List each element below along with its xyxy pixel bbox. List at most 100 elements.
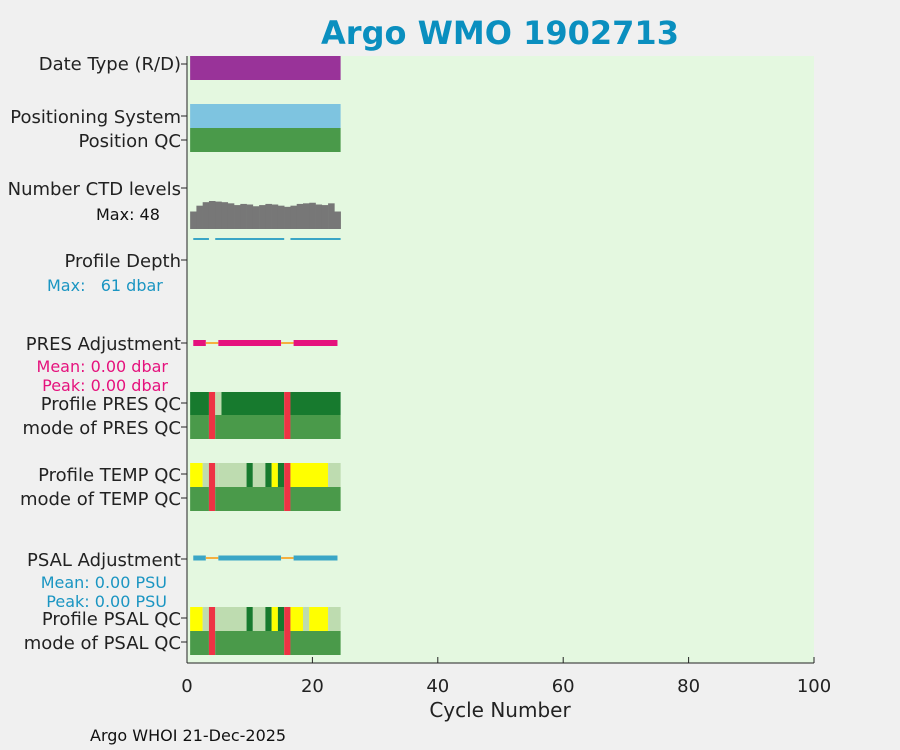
plot-area	[187, 56, 814, 663]
profile-psal-qc-segment-2	[208, 607, 216, 631]
profile-psal-qc-segment-0	[190, 607, 203, 631]
ctd-level-bar-13	[265, 203, 272, 229]
x-tick-label-100: 100	[797, 676, 831, 697]
ctd-level-bar-10	[246, 204, 254, 229]
profile-temp-qc-segment-10	[284, 463, 291, 487]
profile-temp-qc-segment-7	[265, 463, 272, 487]
adjustment-lines	[193, 238, 341, 561]
profile-psal-qc-segment-12	[309, 607, 329, 631]
x-tick-label-0: 0	[181, 676, 192, 697]
row-labels: Date Type (R/D) Positioning System Posit…	[8, 54, 187, 654]
ctd-level-bar-18	[296, 203, 304, 229]
psal-mean-annotation: Mean: 0.00 PSU	[41, 573, 167, 592]
positioning-system-segment-0	[190, 104, 341, 128]
mode-psal-qc-segment-0	[190, 631, 209, 655]
profile-pres-qc-segment-0	[190, 392, 209, 415]
ctd-level-bar-6	[221, 202, 229, 229]
mode-temp-qc-segment-1	[208, 487, 216, 511]
profile-temp-qc-segment-3	[215, 463, 219, 487]
psal-peak-annotation: Peak: 0.00 PSU	[46, 592, 167, 611]
x-tick-label-80: 80	[677, 676, 700, 697]
mode-pres-qc-segment-2	[215, 415, 285, 439]
x-tick-label-60: 60	[552, 676, 575, 697]
label-pres-adjustment: PRES Adjustment	[26, 334, 181, 355]
profile-temp-qc-segment-12	[328, 463, 341, 487]
profile-temp-qc-segment-0	[190, 463, 203, 487]
mode-temp-qc-segment-3	[284, 487, 291, 511]
label-mode-psal-qc: mode of PSAL QC	[24, 633, 181, 654]
label-position-qc: Position QC	[78, 131, 181, 152]
profile-pres-qc-segment-3	[221, 392, 285, 415]
ctd-level-bar-22	[321, 205, 329, 229]
label-profile-psal-qc: Profile PSAL QC	[42, 609, 181, 630]
mode-temp-qc-segment-2	[215, 487, 285, 511]
profile-pres-qc-segment-2	[215, 392, 222, 415]
ctd-level-bar-19	[303, 203, 310, 229]
profile-pres-qc-segment-5	[290, 392, 341, 415]
label-ctd-levels: Number CTD levels	[8, 179, 181, 200]
ctd-level-bar-17	[290, 205, 298, 229]
ctd-levels-histogram	[190, 201, 341, 229]
ctd-level-bar-15	[277, 205, 285, 229]
profile-psal-qc-segment-3	[215, 607, 247, 631]
chart-title: Argo WMO 1902713	[321, 14, 679, 52]
ctd-level-bar-16	[284, 206, 291, 229]
pres-peak-annotation: Peak: 0.00 dbar	[42, 376, 168, 395]
ctd-level-bar-21	[315, 204, 323, 229]
profile-pres-qc-segment-1	[208, 392, 216, 415]
ctd-max-annotation: Max: 48	[96, 205, 160, 224]
mode-temp-qc-segment-0	[190, 487, 209, 511]
profile-psal-qc-segment-1	[202, 607, 209, 631]
profile-temp-qc-segment-1	[202, 463, 209, 487]
profile-psal-qc-segment-7	[271, 607, 278, 631]
label-positioning-system: Positioning System	[10, 107, 181, 128]
profile-psal-qc-segment-6	[265, 607, 272, 631]
mode-temp-qc-segment-4	[290, 487, 341, 511]
label-profile-pres-qc: Profile PRES QC	[41, 394, 181, 415]
ctd-level-bar-23	[328, 203, 335, 229]
label-profile-depth: Profile Depth	[64, 251, 181, 272]
ctd-level-bar-2	[196, 205, 203, 229]
ctd-level-bar-24	[334, 211, 341, 229]
x-tick-label-40: 40	[426, 676, 449, 697]
profile-temp-qc-segment-5	[246, 463, 253, 487]
mode-psal-qc-segment-4	[290, 631, 341, 655]
x-tick-label-20: 20	[301, 676, 324, 697]
mode-psal-qc-segment-3	[284, 631, 291, 655]
profile-psal-qc-segment-4	[246, 607, 253, 631]
profile-psal-qc-segment-9	[284, 607, 291, 631]
profile-temp-qc-segment-11	[290, 463, 329, 487]
mode-pres-qc-segment-0	[190, 415, 209, 439]
x-axis-label: Cycle Number	[429, 698, 571, 722]
ctd-level-bar-14	[271, 204, 279, 229]
mode-psal-qc-segment-1	[208, 631, 216, 655]
mode-pres-qc-segment-1	[208, 415, 216, 439]
footer-credit: Argo WHOI 21-Dec-2025	[90, 726, 286, 745]
ctd-level-bar-9	[240, 203, 247, 229]
ctd-level-bar-3	[202, 202, 210, 229]
date-type-segment-0	[190, 56, 341, 80]
profile-psal-qc-segment-10	[290, 607, 303, 631]
ctd-level-bar-12	[259, 205, 266, 229]
qc-bars	[190, 56, 341, 655]
x-axis-ticks: 0 20 40 60 80 100	[181, 657, 831, 697]
mode-pres-qc-segment-4	[290, 415, 341, 439]
position-qc-segment-0	[190, 128, 341, 152]
ctd-level-bar-20	[309, 202, 316, 229]
label-date-type: Date Type (R/D)	[39, 54, 181, 75]
ctd-level-bar-8	[234, 205, 241, 229]
profile-psal-qc-segment-8	[277, 607, 285, 631]
label-profile-temp-qc: Profile TEMP QC	[38, 465, 181, 486]
profile-temp-qc-segment-6	[252, 463, 266, 487]
label-psal-adjustment: PSAL Adjustment	[27, 550, 181, 571]
profile-temp-qc-segment-4	[218, 463, 247, 487]
ctd-level-bar-4	[208, 201, 216, 229]
profile-temp-qc-segment-8	[271, 463, 278, 487]
profile-temp-qc-segment-9	[277, 463, 285, 487]
profile-psal-qc-segment-13	[328, 607, 341, 631]
profile-psal-qc-segment-11	[303, 607, 310, 631]
ctd-level-bar-7	[227, 203, 235, 229]
profile-temp-qc-segment-2	[208, 463, 216, 487]
depth-max-annotation: Max: 61 dbar	[47, 276, 163, 295]
